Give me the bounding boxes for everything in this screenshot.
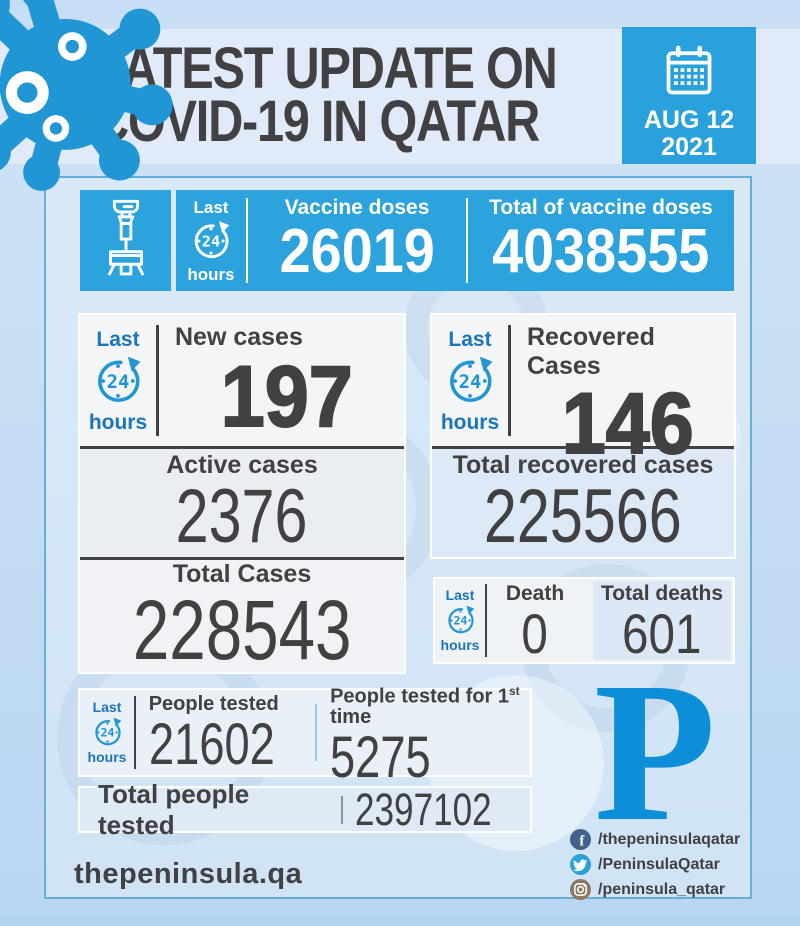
total-cases-label: Total Cases: [172, 559, 312, 588]
clock-24-icon: [91, 716, 124, 749]
total-people-tested-bar: Total people tested 2397102: [78, 779, 532, 840]
instagram-handle: /peninsula_qatar: [598, 880, 726, 898]
first-time-tested-value: 5275: [330, 725, 431, 791]
social-facebook[interactable]: f /thepeninsulaqatar: [570, 829, 740, 850]
date-text: AUG 12 2021: [643, 106, 735, 161]
date-badge: AUG 12 2021: [622, 27, 756, 164]
total-deaths-label: Total deaths: [600, 581, 724, 605]
page-title-line1: LATEST UPDATE ON: [94, 36, 558, 101]
active-cases-value: 2376: [176, 473, 308, 559]
clock-24-icon: [189, 219, 233, 263]
syringe-icon: [95, 196, 157, 286]
divider: [340, 795, 343, 824]
divider: [432, 446, 734, 449]
total-vaccine-doses-value: 4038555: [492, 217, 710, 286]
total-people-tested-value: 2397102: [354, 783, 492, 835]
new-cases-value: 197: [220, 349, 354, 445]
bottom-strip: [0, 917, 800, 926]
recovered-column: Last hours Recovered Cases 146 Total rec…: [430, 313, 736, 559]
people-tested-value: 21602: [148, 712, 275, 777]
clock-24-icon: [444, 604, 477, 637]
total-cases-value: 228543: [132, 582, 352, 677]
social-instagram[interactable]: /peninsula_qatar: [570, 879, 740, 900]
death-label: Death: [505, 581, 565, 605]
divider: [508, 324, 511, 437]
vaccine-stats-bar: Last hours Vaccine doses 26019 Total of …: [176, 190, 734, 291]
last-24-hours-block: Last hours: [88, 327, 148, 434]
total-deaths-stat: Total deaths 601: [593, 581, 731, 665]
twitter-icon: [570, 854, 591, 875]
total-recovered-value: 225566: [484, 473, 682, 559]
content-panel: Last hours Vaccine doses 26019 Total of …: [44, 176, 752, 900]
facebook-icon: f: [570, 829, 591, 850]
cases-column: Last hours New cases 197 Active cases 23…: [78, 313, 406, 674]
peninsula-logo: P: [593, 642, 717, 863]
last-24-hours-block: Last hours: [440, 327, 500, 434]
new-cases-panel: Last hours New cases 197: [80, 315, 404, 446]
social-links: f /thepeninsulaqatar /PeninsulaQatar: [570, 829, 740, 900]
total-deaths-value: 601: [622, 601, 702, 665]
deaths-panel: Last hours Death 0 Total deaths 601: [433, 577, 735, 664]
divider: [156, 324, 159, 437]
vaccine-doses-value: 26019: [279, 217, 435, 286]
coronavirus-icon: [0, 0, 173, 191]
death-stat: Death 0: [487, 579, 583, 662]
instagram-icon: [570, 879, 591, 900]
calendar-icon: [661, 43, 717, 99]
recovered-cases-value: 146: [561, 376, 695, 472]
vaccine-doses-label: Vaccine doses: [284, 196, 430, 219]
vaccine-doses-stat: Vaccine doses 26019: [248, 190, 466, 291]
website-link[interactable]: thepeninsula.qa: [74, 858, 303, 890]
total-recovered-label: Total recovered cases: [452, 450, 714, 479]
people-tested-stat: People tested 21602: [136, 690, 315, 775]
first-time-tested-stat: People tested for 1st time 5275: [317, 684, 530, 788]
active-cases-label: Active cases: [166, 450, 318, 479]
vaccine-icon-box: [80, 190, 171, 291]
divider: [485, 583, 487, 658]
death-value: 0: [521, 601, 549, 665]
social-twitter[interactable]: /PeninsulaQatar: [570, 854, 740, 875]
first-time-tested-label: People tested for 1st time: [330, 683, 520, 729]
last-24-hours-block: Last hours: [440, 587, 480, 653]
divider: [80, 557, 404, 560]
divider: [314, 704, 318, 761]
total-cases-panel: Total Cases 228543: [80, 560, 404, 672]
divider: [80, 446, 404, 449]
divider: [466, 198, 469, 283]
facebook-handle: /thepeninsulaqatar: [598, 830, 741, 848]
last-24-hours-block: Last hours: [87, 699, 127, 765]
total-recovered-panel: Total recovered cases 225566: [432, 449, 734, 557]
total-vaccine-doses-stat: Total of vaccine doses 4038555: [468, 190, 734, 291]
active-cases-panel: Active cases 2376: [80, 449, 404, 557]
clock-24-icon: [91, 354, 145, 408]
divider: [246, 198, 248, 283]
people-tested-label: People tested: [148, 693, 279, 715]
divider: [134, 695, 136, 770]
new-cases-label: New cases: [175, 323, 303, 351]
clock-24-icon: [443, 354, 497, 408]
total-vaccine-doses-label: Total of vaccine doses: [489, 196, 713, 219]
last-24-hours-block: Last hours: [187, 197, 235, 284]
total-people-tested-label: Total people tested: [98, 778, 250, 840]
recovered-cases-panel: Last hours Recovered Cases 146: [432, 315, 734, 468]
people-tested-panel: Last hours People tested 21602 People te…: [78, 684, 532, 788]
svg-text:f: f: [579, 834, 585, 850]
twitter-handle: /PeninsulaQatar: [598, 855, 720, 873]
recovered-cases-label: Recovered Cases: [527, 323, 655, 380]
